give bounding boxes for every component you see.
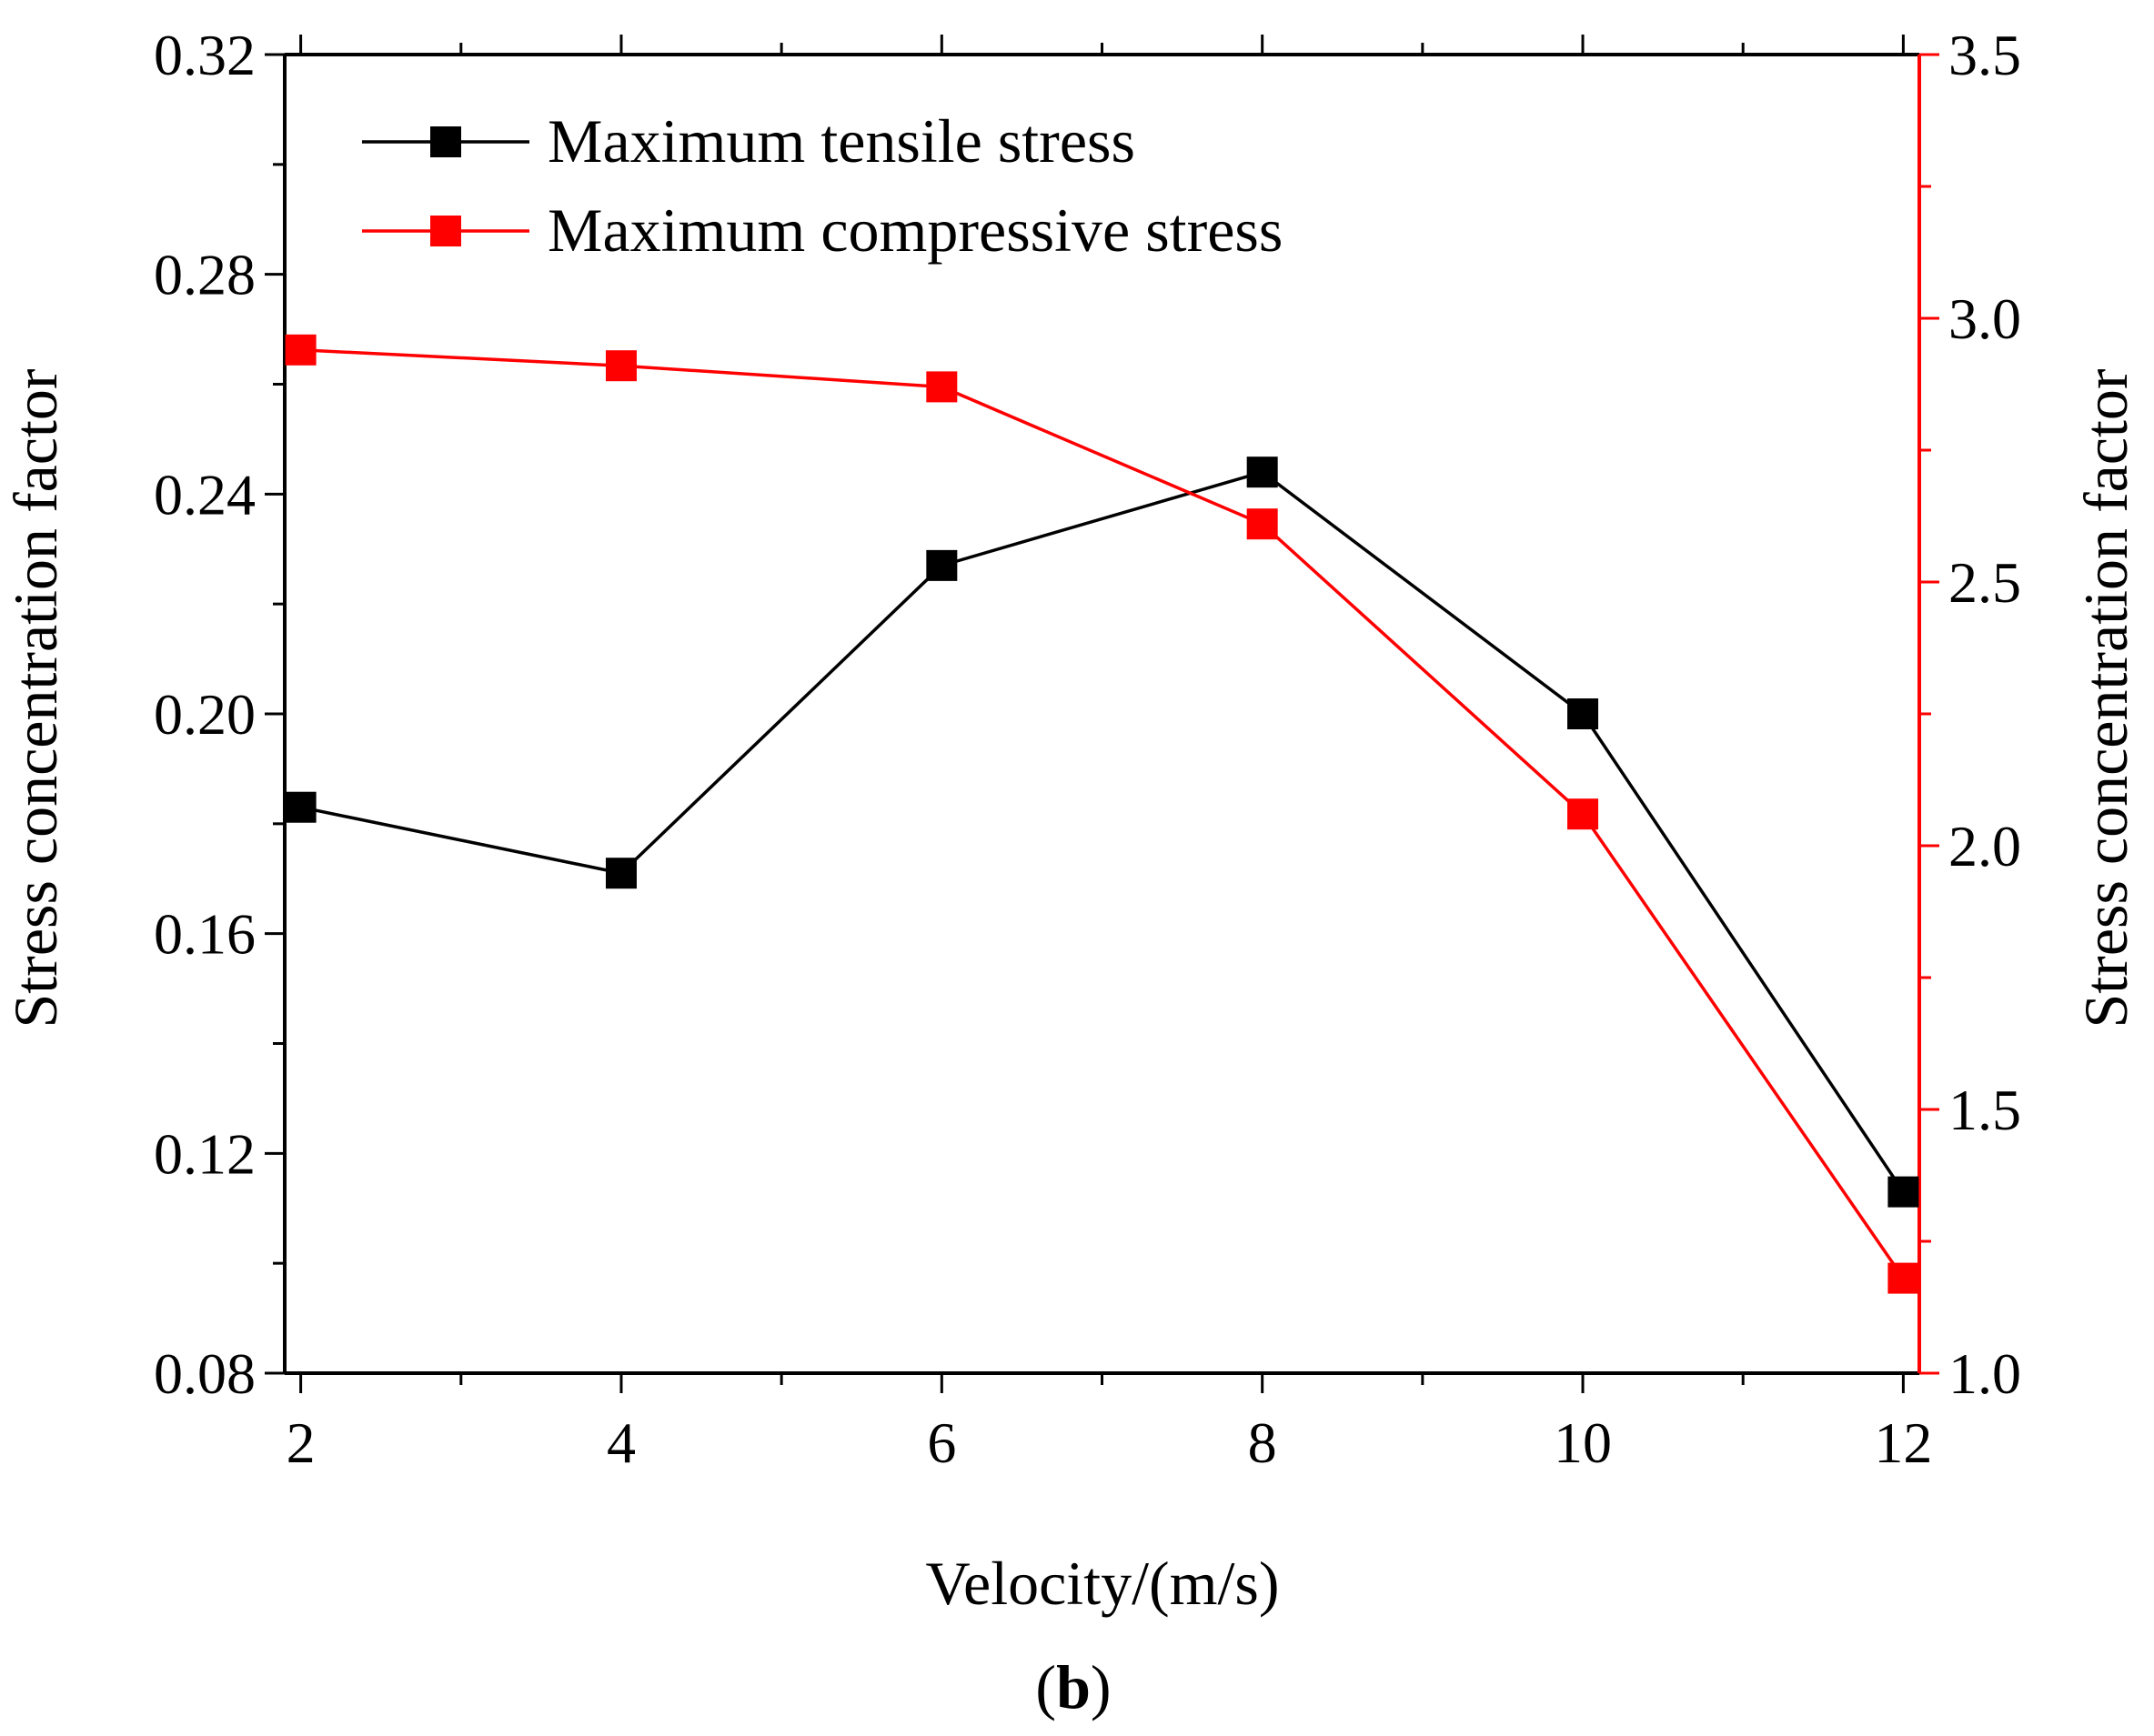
chart-axes: 2 4 6 8 10 12 0.08 0.12 0.16 0.20 0.24 0.28 0.32 1.0 1…	[154, 23, 2021, 1475]
y2-tick-label: 1.0	[1948, 1341, 2021, 1406]
legend-label: Maximum tensile stress	[548, 106, 1135, 176]
legend-item-tensile: Maximum tensile stress	[362, 106, 1135, 176]
y-tick-label: 0.32	[154, 23, 256, 87]
y-axis-title-right: Stress concentration factor	[2071, 368, 2140, 1028]
data-point-compressive	[926, 371, 958, 403]
legend-marker	[430, 216, 461, 246]
y2-tick-label: 2.0	[1948, 814, 2021, 878]
series-tensile	[285, 457, 1919, 1208]
panel-label: (b)	[1035, 1652, 1111, 1721]
x-tick-label: 2	[287, 1410, 316, 1475]
series-line-compressive	[300, 348, 1905, 1279]
data-point-tensile	[605, 858, 637, 889]
data-point-tensile	[1567, 698, 1599, 729]
data-point-compressive	[1246, 508, 1278, 540]
x-tick-label: 8	[1248, 1410, 1277, 1475]
data-point-compressive	[1567, 798, 1599, 830]
y2-tick-label: 1.5	[1948, 1078, 2021, 1142]
y-tick-label: 0.08	[154, 1341, 256, 1406]
data-point-compressive	[605, 350, 637, 382]
x-tick-label: 6	[927, 1410, 956, 1475]
y2-tick-label: 3.0	[1948, 286, 2021, 351]
y-tick-label: 0.12	[154, 1121, 256, 1186]
legend-label: Maximum compressive stress	[548, 196, 1283, 265]
series-line-tensile	[300, 470, 1905, 1193]
y-tick-label: 0.20	[154, 682, 256, 747]
y-axis-title-left: Stress concentration factor	[1, 368, 70, 1028]
x-tick-label: 4	[607, 1410, 636, 1475]
y2-tick-label: 3.5	[1948, 23, 2021, 87]
x-axis-title: Velocity/(m/s)	[925, 1549, 1279, 1618]
legend-item-compressive: Maximum compressive stress	[362, 196, 1283, 265]
legend-marker	[430, 126, 461, 157]
x-tick-label: 10	[1554, 1410, 1612, 1475]
y-tick-label: 0.16	[154, 902, 256, 967]
data-point-tensile	[926, 549, 958, 581]
data-point-tensile	[1246, 457, 1278, 488]
data-point-compressive	[285, 334, 317, 366]
y-tick-label: 0.28	[154, 243, 256, 307]
chart-series	[285, 334, 1919, 1294]
chart-legend: Maximum tensile stress Maximum compressiv…	[362, 106, 1283, 265]
data-point-compressive	[1887, 1262, 1919, 1294]
y2-tick-label: 2.5	[1948, 550, 2021, 615]
y-tick-label: 0.24	[154, 462, 256, 527]
data-point-tensile	[285, 791, 317, 823]
series-compressive	[285, 334, 1919, 1294]
x-tick-label: 12	[1874, 1410, 1932, 1475]
data-point-tensile	[1887, 1176, 1919, 1208]
